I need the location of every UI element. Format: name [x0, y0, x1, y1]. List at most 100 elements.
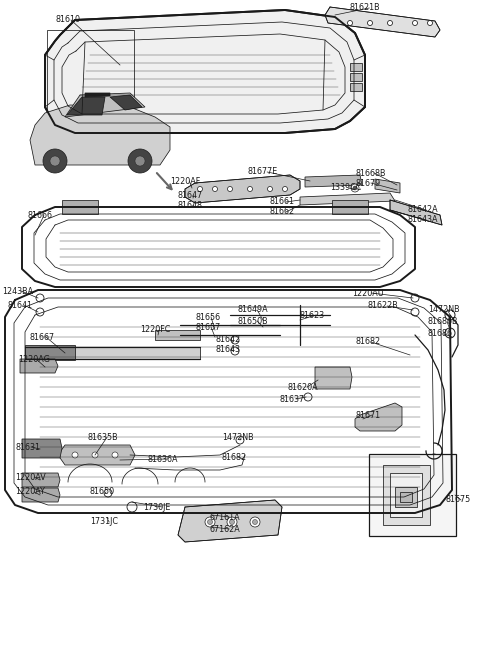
Circle shape: [228, 187, 232, 191]
Text: 1220AY: 1220AY: [15, 487, 45, 496]
Text: 81686: 81686: [428, 329, 453, 339]
Text: 1472NB: 1472NB: [428, 305, 460, 314]
Text: 81662: 81662: [270, 208, 295, 217]
Text: 81666: 81666: [28, 210, 53, 219]
Circle shape: [248, 187, 252, 191]
Text: 81623: 81623: [300, 310, 325, 320]
Circle shape: [135, 156, 145, 166]
Circle shape: [205, 517, 215, 527]
Polygon shape: [25, 345, 75, 360]
Circle shape: [411, 294, 419, 302]
Polygon shape: [350, 83, 362, 91]
Text: 1472NB: 1472NB: [222, 434, 253, 443]
Polygon shape: [155, 330, 200, 340]
Text: 1220AV: 1220AV: [15, 472, 46, 481]
Polygon shape: [110, 95, 142, 110]
Circle shape: [231, 336, 239, 344]
Text: 1220AG: 1220AG: [18, 356, 50, 364]
Circle shape: [236, 436, 244, 444]
Text: 81642: 81642: [215, 335, 240, 343]
Text: 67162A: 67162A: [210, 525, 241, 534]
Circle shape: [252, 519, 257, 525]
Circle shape: [127, 502, 137, 512]
Circle shape: [197, 187, 203, 191]
Polygon shape: [65, 93, 145, 117]
Circle shape: [250, 517, 260, 527]
Polygon shape: [383, 465, 430, 525]
Polygon shape: [315, 367, 352, 389]
Text: 81656: 81656: [195, 312, 220, 322]
Text: 81622B: 81622B: [368, 301, 399, 310]
Text: 81671: 81671: [356, 411, 381, 419]
Text: 81682: 81682: [355, 337, 380, 346]
Circle shape: [445, 310, 455, 320]
Circle shape: [429, 454, 439, 464]
Polygon shape: [85, 93, 110, 97]
Text: 1220AF: 1220AF: [170, 176, 200, 185]
Polygon shape: [20, 359, 58, 373]
Text: 1243BA: 1243BA: [2, 286, 33, 295]
Text: 81667: 81667: [30, 333, 55, 341]
Text: 81635B: 81635B: [88, 432, 119, 441]
Circle shape: [213, 187, 217, 191]
Text: 81621B: 81621B: [350, 3, 381, 12]
Circle shape: [445, 328, 455, 338]
Text: 81641: 81641: [8, 301, 33, 310]
Circle shape: [412, 20, 418, 26]
Circle shape: [207, 519, 213, 525]
Polygon shape: [355, 403, 402, 431]
Polygon shape: [22, 488, 60, 502]
Circle shape: [353, 186, 357, 190]
Circle shape: [387, 20, 393, 26]
Polygon shape: [400, 492, 412, 502]
Polygon shape: [350, 73, 362, 81]
Polygon shape: [390, 200, 442, 225]
Text: 1220FC: 1220FC: [140, 326, 170, 335]
Text: 81648: 81648: [178, 200, 203, 210]
Circle shape: [428, 20, 432, 26]
Text: 1731JC: 1731JC: [90, 517, 118, 527]
Polygon shape: [67, 97, 105, 115]
Text: 81675: 81675: [445, 495, 470, 504]
Circle shape: [36, 294, 44, 302]
Text: 81686B: 81686B: [428, 318, 458, 326]
Polygon shape: [395, 487, 417, 507]
Polygon shape: [62, 200, 98, 214]
Text: 81649A: 81649A: [238, 305, 269, 314]
Polygon shape: [58, 445, 135, 465]
Text: 81650B: 81650B: [238, 316, 269, 326]
Polygon shape: [25, 347, 200, 359]
Text: 81679: 81679: [355, 179, 380, 187]
Text: 1730JE: 1730JE: [143, 502, 170, 512]
Text: 81636A: 81636A: [148, 455, 179, 464]
Text: 81620A: 81620A: [288, 383, 319, 392]
Text: 81682: 81682: [222, 453, 247, 462]
Polygon shape: [305, 175, 362, 187]
Text: ·: ·: [106, 514, 110, 524]
Polygon shape: [22, 473, 60, 487]
Circle shape: [283, 187, 288, 191]
Text: 81610: 81610: [55, 16, 80, 24]
Text: 1339CC: 1339CC: [330, 183, 361, 193]
Circle shape: [411, 308, 419, 316]
Polygon shape: [375, 179, 400, 193]
Circle shape: [351, 184, 359, 192]
Text: 81661: 81661: [270, 198, 295, 206]
Text: 81642A: 81642A: [407, 206, 438, 214]
Polygon shape: [300, 193, 395, 205]
Text: 67161A: 67161A: [210, 512, 240, 521]
Circle shape: [112, 452, 118, 458]
Circle shape: [231, 347, 239, 355]
Polygon shape: [350, 63, 362, 71]
Circle shape: [92, 452, 98, 458]
Circle shape: [104, 489, 112, 497]
FancyBboxPatch shape: [369, 454, 456, 536]
Polygon shape: [178, 500, 282, 542]
Polygon shape: [390, 473, 422, 517]
Circle shape: [72, 452, 78, 458]
Circle shape: [229, 519, 235, 525]
Polygon shape: [325, 7, 440, 37]
Text: 81637: 81637: [280, 394, 305, 403]
Circle shape: [128, 149, 152, 173]
Text: 81647: 81647: [178, 191, 203, 200]
